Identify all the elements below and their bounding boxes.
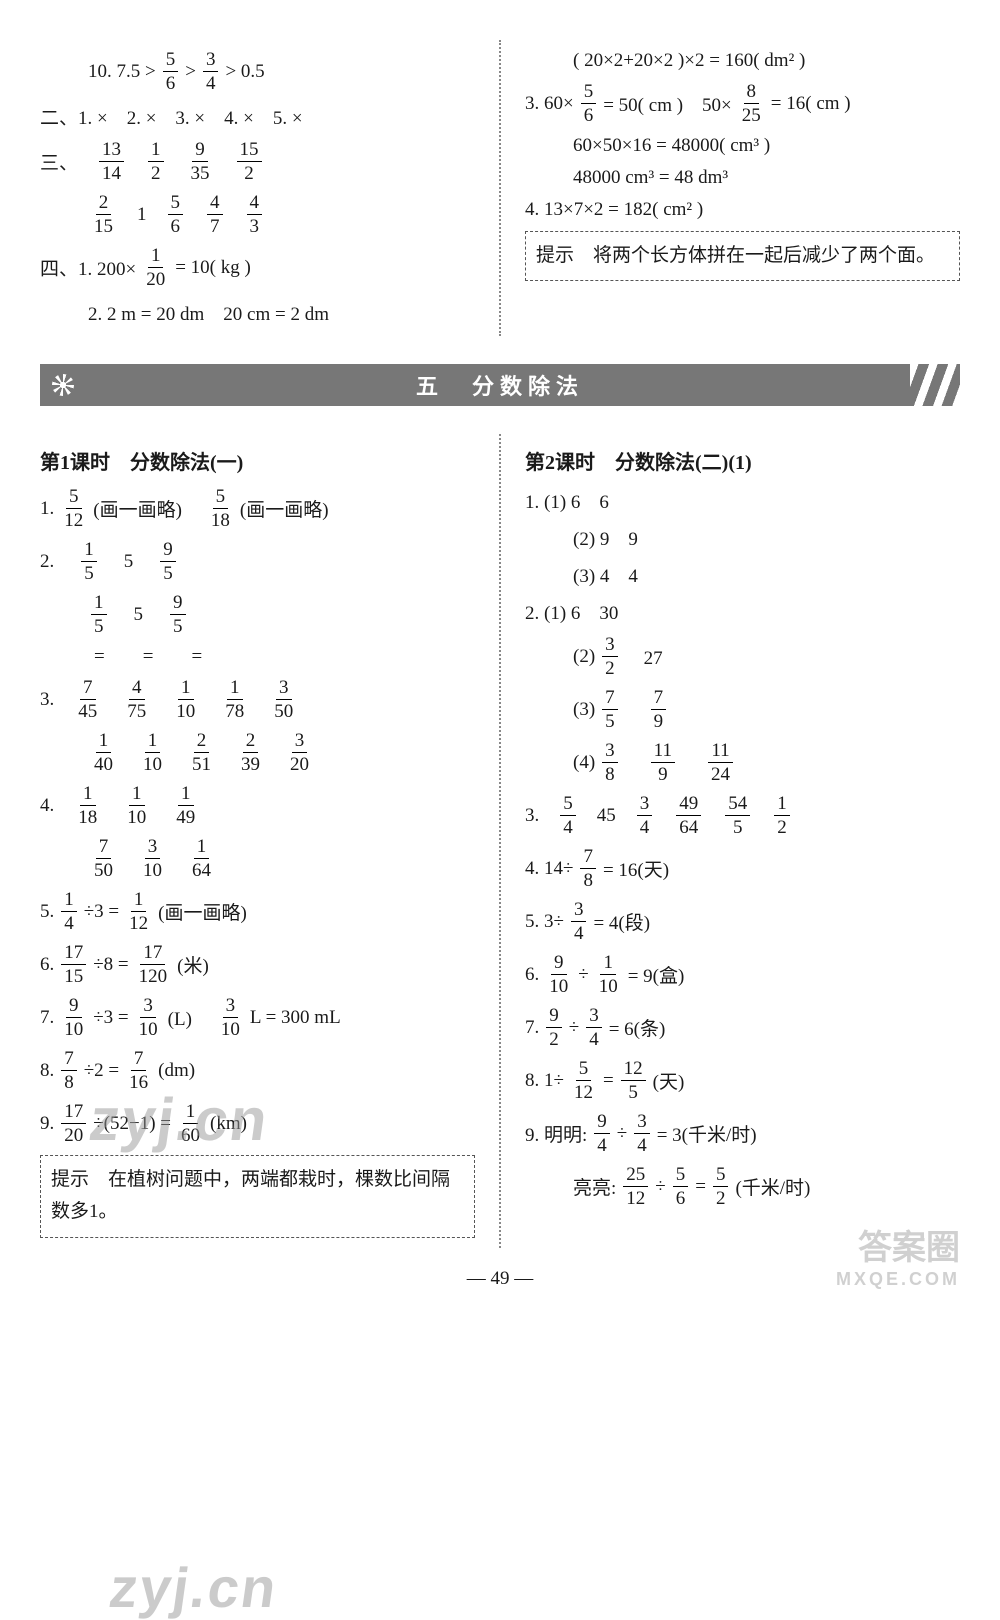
l2-q1-1: 1. (1) 6 6 — [525, 487, 960, 514]
l2-q2-3: (3) 75 79 — [525, 688, 960, 731]
l1-q4-r2: 750310164 — [40, 837, 475, 880]
l1-q9: 9. 1720÷(52−1) =160(km) — [40, 1102, 475, 1145]
l1-q3-r1: 3. 745475110178350 — [40, 678, 475, 721]
l1-q6: 6. 1715÷8 =17120(米) — [40, 943, 475, 986]
l2-q2-1: 2. (1) 6 30 — [525, 598, 960, 625]
l2-q9b: 亮亮:2512÷56=52(千米/时) — [525, 1165, 960, 1208]
column-divider-2 — [499, 434, 501, 1248]
l2-q3: 3. 544534496454512 — [525, 794, 960, 837]
l2-q2-4: (4) 38 119 1124 — [525, 741, 960, 784]
section-4-item2: 2. 2 m = 20 dm 20 cm = 2 dm — [40, 299, 475, 326]
top-right-col: ( 20×2+20×2 )×2 = 160( dm² ) 3. 60×56= 5… — [525, 40, 960, 336]
banner-title: 五 分数除法 — [416, 369, 584, 401]
right-item3-b: 60×50×16 = 48000( cm³ ) — [525, 135, 960, 157]
top-section: 10. 7.5 >56>34> 0.5 二、1. × 2. × 3. × 4. … — [40, 40, 960, 336]
watermark-2: zyj.cn — [105, 1555, 282, 1620]
lesson1-col: 第1课时 分数除法(一) 1. 512(画一画略) 518(画一画略) 2. 1… — [40, 434, 475, 1248]
right-item3-c: 48000 cm³ = 48 dm³ — [525, 167, 960, 189]
l1-q1: 1. 512(画一画略) 518(画一画略) — [40, 487, 475, 530]
section-3-row2: 2151564743 — [40, 193, 475, 236]
section-3-row1: 三、131412935152 — [40, 140, 475, 183]
l2-q1-2: (2) 9 9 — [525, 524, 960, 551]
l1-q2-r3: === — [40, 646, 475, 668]
right-item3-a: 3. 60×56= 50( cm ) 50×825= 16( cm ) — [525, 82, 960, 125]
lessons-section: 第1课时 分数除法(一) 1. 512(画一画略) 518(画一画略) 2. 1… — [40, 434, 960, 1248]
l2-q5: 5. 3÷34= 4(段) — [525, 900, 960, 943]
right-item4: 4. 13×7×2 = 182( cm² ) — [525, 199, 960, 221]
l1-q5: 5. 14÷3 =112(画一画略) — [40, 890, 475, 933]
page-number: — 49 — — [40, 1268, 960, 1290]
section-2: 二、1. × 2. × 3. × 4. × 5. × — [40, 103, 475, 130]
l2-q8: 8. 1÷512=125(天) — [525, 1059, 960, 1102]
lesson1-title: 第1课时 分数除法(一) — [40, 446, 475, 475]
section-4-item1: 四、1. 200×120= 10( kg ) — [40, 246, 475, 289]
hint-box-top: 提示 将两个长方体拼在一起后减少了两个面。 — [525, 231, 960, 281]
l1-q2-r2: 15595 — [40, 593, 475, 636]
item-10: 10. 7.5 >56>34> 0.5 — [40, 50, 475, 93]
l2-q9a: 9. 明明:94÷34= 3(千米/时) — [525, 1112, 960, 1155]
lesson2-title: 第2课时 分数除法(二)(1) — [525, 446, 960, 475]
l1-q8: 8. 78÷2 =716(dm) — [40, 1049, 475, 1092]
l1-q4-r1: 4. 118110149 — [40, 784, 475, 827]
l2-q1-3: (3) 4 4 — [525, 561, 960, 588]
hint-box-lesson1: 提示 在植树问题中，两端都栽时，棵数比间隔数多1。 — [40, 1155, 475, 1238]
l2-q4: 4. 14÷78= 16(天) — [525, 847, 960, 890]
column-divider — [499, 40, 501, 336]
right-line1: ( 20×2+20×2 )×2 = 160( dm² ) — [525, 50, 960, 72]
l1-q2-r1: 2. 15595 — [40, 540, 475, 583]
lesson2-col: 第2课时 分数除法(二)(1) 1. (1) 6 6 (2) 9 9 (3) 4… — [525, 434, 960, 1248]
l1-q3-r2: 140110251239320 — [40, 731, 475, 774]
l2-q7: 7. 92÷34= 6(条) — [525, 1006, 960, 1049]
l2-q2-2: (2) 32 27 — [525, 635, 960, 678]
top-left-col: 10. 7.5 >56>34> 0.5 二、1. × 2. × 3. × 4. … — [40, 40, 475, 336]
l2-q6: 6. 910÷110= 9(盒) — [525, 953, 960, 996]
chapter-banner: 五 分数除法 — [40, 364, 960, 406]
l1-q7: 7. 910÷3 =310(L) 310 L = 300 mL — [40, 996, 475, 1039]
